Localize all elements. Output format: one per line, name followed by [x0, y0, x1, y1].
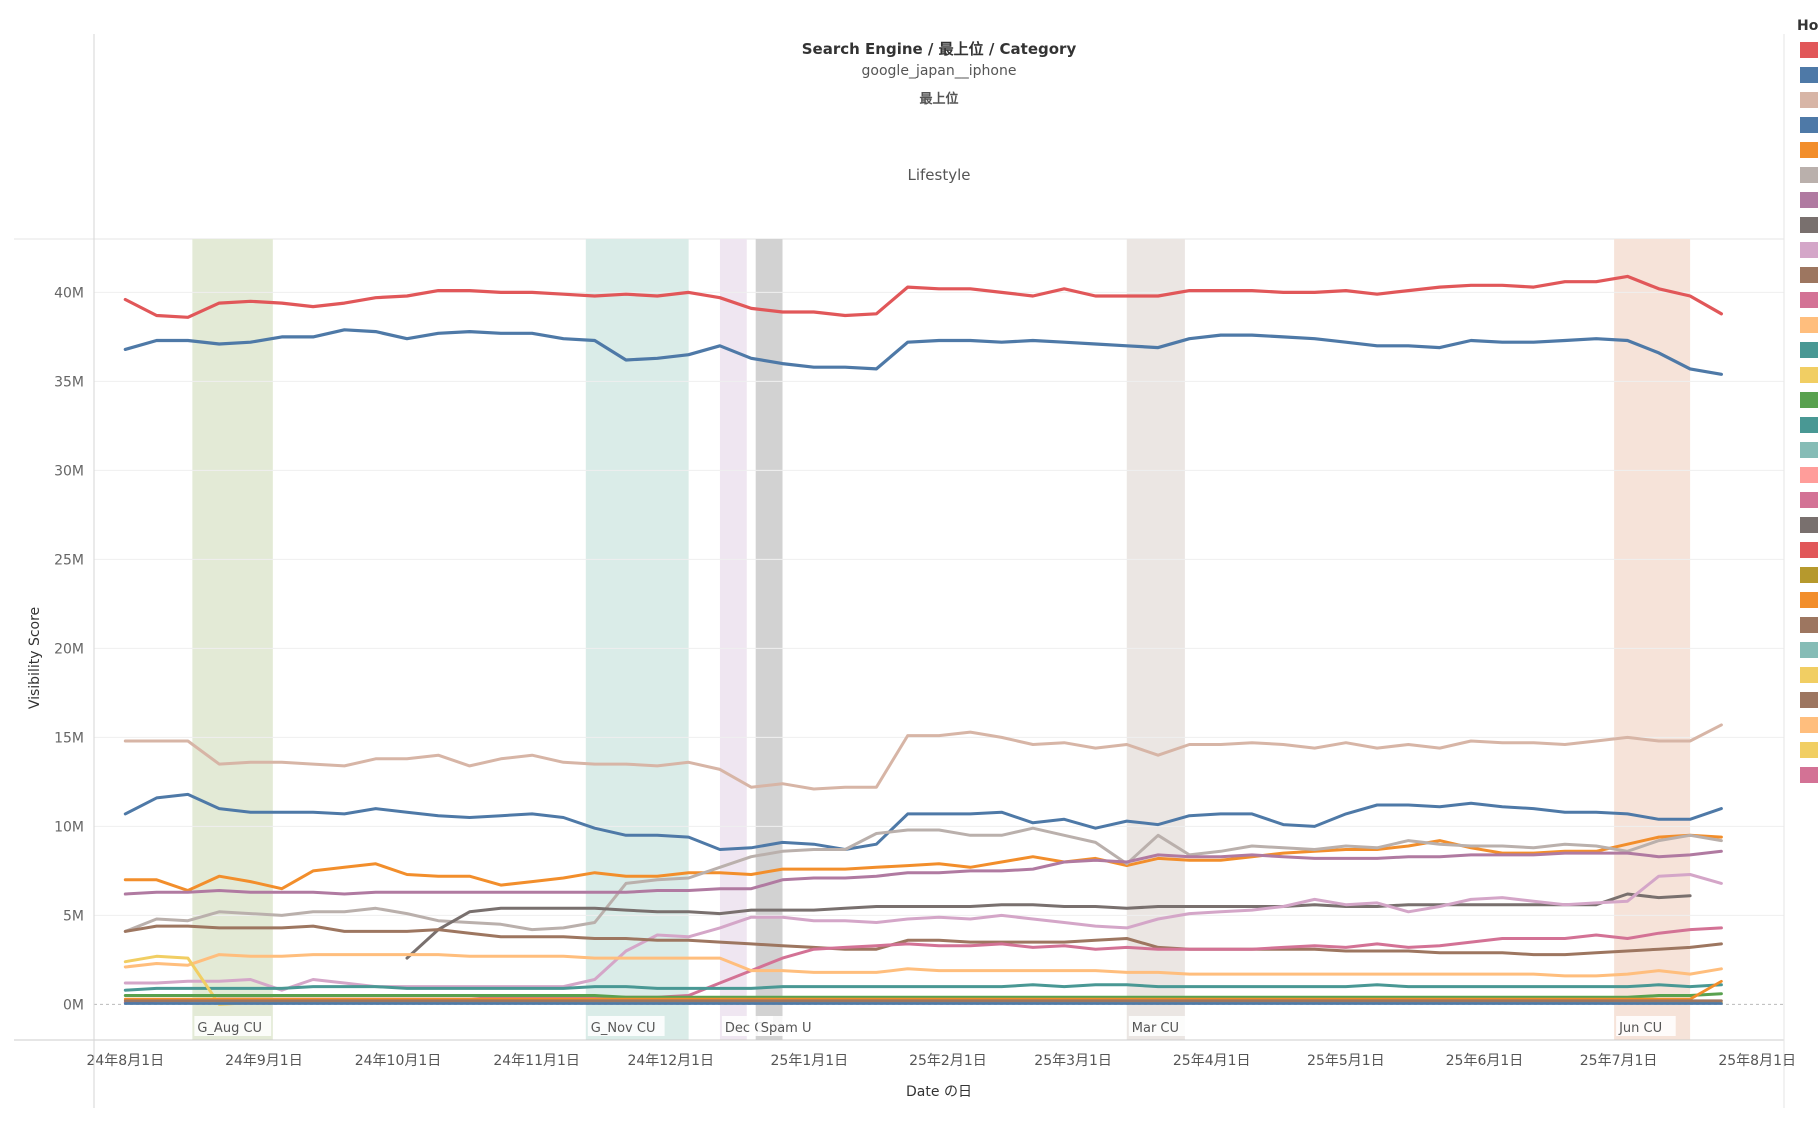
legend-swatch: [1800, 492, 1818, 508]
band-label: G_Aug CU: [197, 1021, 262, 1036]
y-tick-label: 40M: [54, 285, 84, 301]
legend-swatch: [1800, 742, 1818, 758]
y-tick-label: 20M: [54, 641, 84, 657]
y-tick-label: 30M: [54, 463, 84, 479]
chart-title: Search Engine / 最上位 / Category: [801, 40, 1077, 58]
chart-subtitle-2: 最上位: [919, 92, 959, 107]
y-tick-label: 5M: [63, 908, 84, 924]
x-tick-label: 24年8月1日: [86, 1053, 164, 1069]
y-tick-label: 0M: [63, 997, 84, 1013]
x-tick-label: 25年3月1日: [1034, 1053, 1112, 1069]
y-axis-ticks: 0M 5M 10M 15M 20M 25M 30M 35M 40M: [54, 285, 84, 1013]
x-tick-label: 24年11月1日: [493, 1053, 580, 1069]
x-tick-label: 25年7月1日: [1580, 1053, 1658, 1069]
category-label: Lifestyle: [907, 166, 971, 184]
series-line-7: [405, 892, 1692, 960]
band-label-bg: [1128, 1016, 1189, 1036]
series-lines: [123, 274, 1724, 1006]
gridlines: [94, 291, 1784, 1005]
chart-subtitle: google_japan__iphone: [861, 63, 1017, 79]
legend-swatch: [1800, 542, 1818, 558]
y-tick-label: 25M: [54, 552, 84, 568]
legend-swatch: [1800, 392, 1818, 408]
legend-swatch: [1800, 767, 1818, 783]
series-line-9: [123, 924, 1723, 957]
x-axis-label: Date の日: [906, 1084, 972, 1100]
legend-swatch: [1800, 192, 1818, 208]
band-2: [719, 239, 747, 1040]
legend-title: Hos: [1797, 18, 1818, 34]
x-tick-label: 25年4月1日: [1173, 1053, 1251, 1069]
legend-swatch: [1800, 467, 1818, 483]
series-line-4: [123, 833, 1723, 892]
series-line-1: [123, 328, 1724, 376]
band-label: G_Nov CU: [591, 1021, 656, 1036]
legend-swatch: [1800, 242, 1818, 258]
band-label-bg: [757, 1016, 818, 1036]
legend-swatch: [1800, 717, 1818, 733]
band-label-bg: [194, 1016, 272, 1036]
band-label-bg: [587, 1016, 665, 1036]
band-1: [585, 239, 689, 1040]
y-tick-label: 10M: [54, 819, 84, 835]
legend-swatch: [1800, 317, 1818, 333]
series-line-3: [123, 792, 1723, 851]
band-3: [755, 239, 783, 1040]
band-label: Jun CU: [1618, 1021, 1662, 1036]
series-line-11: [123, 953, 1723, 978]
series-line-2: [123, 723, 1723, 791]
legend-swatch: [1800, 92, 1818, 108]
x-tick-label: 25年8月1日: [1718, 1053, 1796, 1069]
legend-swatch: [1800, 367, 1818, 383]
legend-swatch: [1800, 592, 1818, 608]
x-tick-label: 25年5月1日: [1307, 1053, 1385, 1069]
band-label: Mar CU: [1132, 1021, 1179, 1036]
band-label: Spam U: [761, 1021, 812, 1036]
band-label-bg: [1616, 1016, 1676, 1036]
band-0: [192, 239, 273, 1040]
y-axis-label: Visibility Score: [27, 606, 43, 710]
series-line-14: [123, 992, 1723, 999]
legend-swatch: [1800, 692, 1818, 708]
legend-swatch: [1800, 42, 1818, 58]
legend-swatch: [1800, 117, 1818, 133]
legend-swatch: [1800, 617, 1818, 633]
y-tick-label: 35M: [54, 374, 84, 390]
x-tick-label: 25年1月1日: [771, 1053, 849, 1069]
band-label: Dec C: [725, 1021, 763, 1036]
legend-swatch: [1800, 417, 1818, 433]
legend-swatch: [1800, 217, 1818, 233]
series-line-6: [123, 849, 1723, 896]
series-line-5: [123, 826, 1723, 933]
legend-swatch: [1800, 517, 1818, 533]
x-tick-label: 24年9月1日: [225, 1053, 303, 1069]
legend-swatch: [1800, 667, 1818, 683]
x-tick-label: 25年2月1日: [909, 1053, 987, 1069]
series-line-0: [123, 274, 1724, 319]
series-line-12: [123, 983, 1723, 992]
legend-swatch: [1800, 642, 1818, 658]
band-5: [1614, 239, 1691, 1040]
legend-swatch: [1800, 142, 1818, 158]
x-tick-label: 25年6月1日: [1446, 1053, 1524, 1069]
series-line-15: [123, 979, 1723, 1001]
event-bands: [192, 239, 1691, 1040]
y-tick-label: 15M: [54, 730, 84, 746]
legend-swatch: [1800, 292, 1818, 308]
legend-swatch: [1800, 567, 1818, 583]
legend-swatch: [1800, 442, 1818, 458]
legend-swatch: [1800, 342, 1818, 358]
legend-swatch: [1800, 267, 1818, 283]
legend-swatch: [1800, 67, 1818, 83]
legend-swatch: [1800, 167, 1818, 183]
x-tick-label: 24年10月1日: [355, 1053, 442, 1069]
x-tick-label: 24年12月1日: [627, 1053, 714, 1069]
x-axis-ticks: 24年8月1日 24年9月1日 24年10月1日 24年11月1日 24年12月1日 25…: [86, 1053, 1796, 1069]
